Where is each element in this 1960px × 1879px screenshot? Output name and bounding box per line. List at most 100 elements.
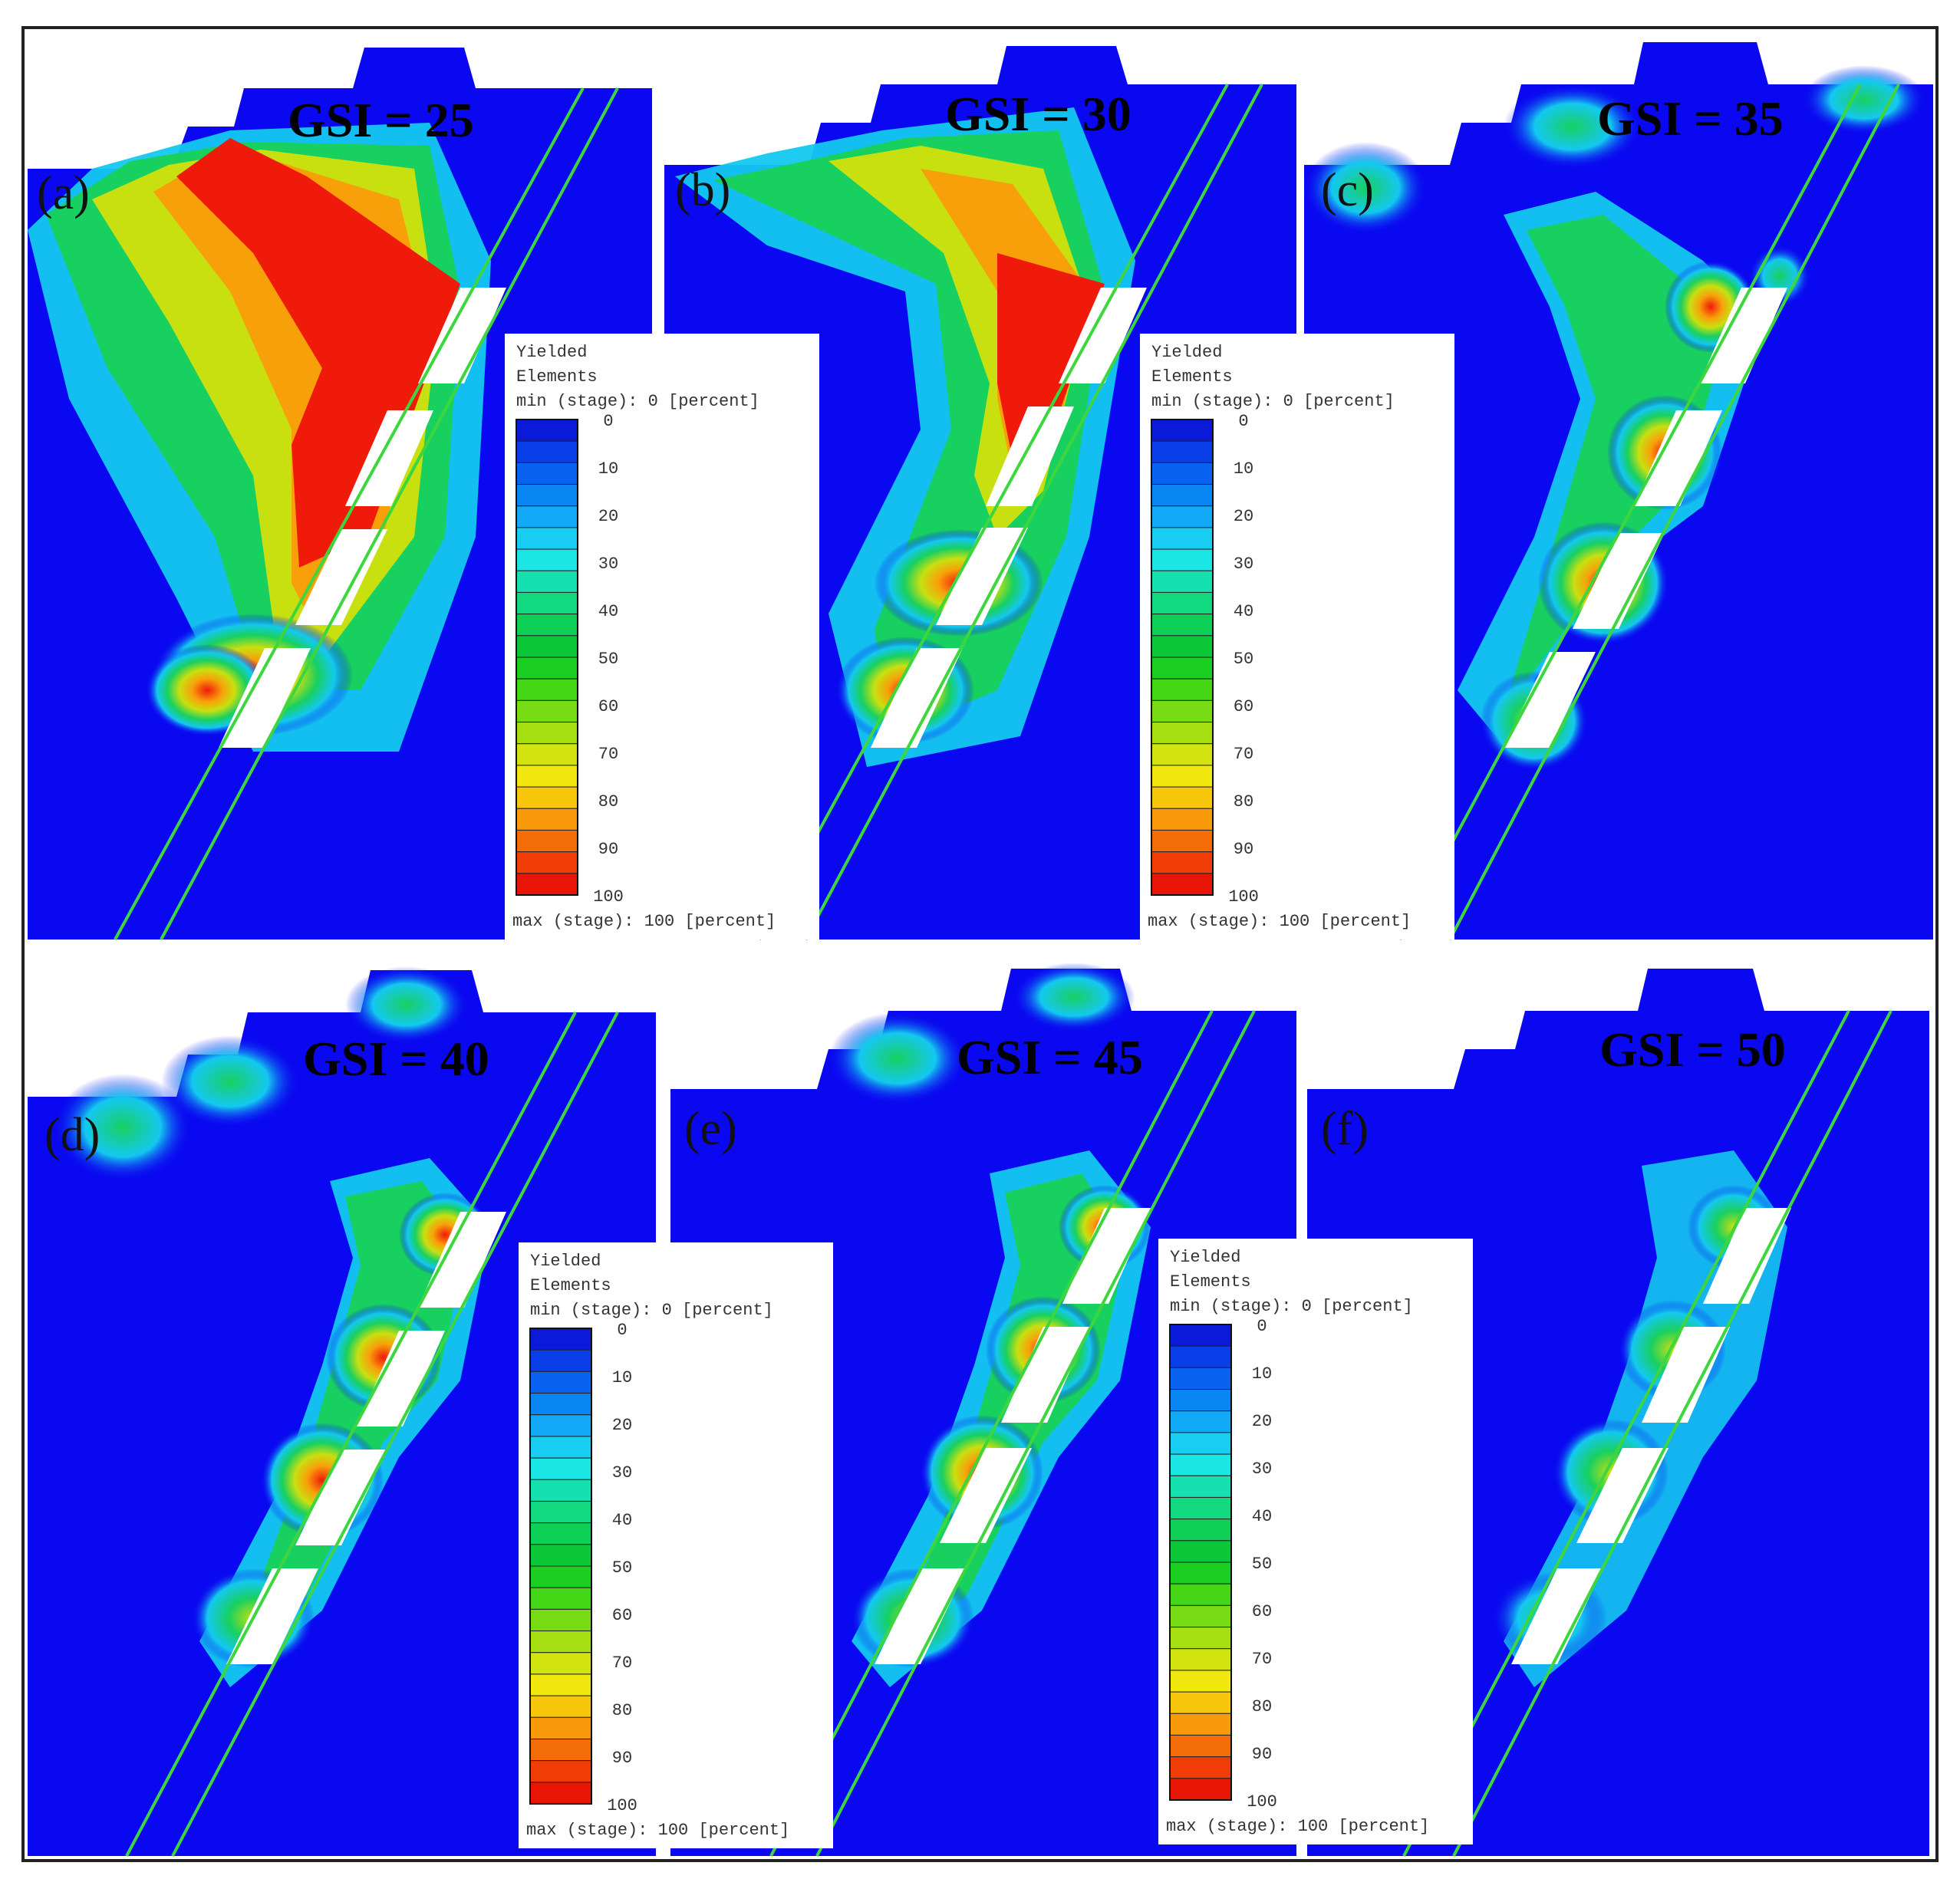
- legend-color-swatch: [529, 1782, 592, 1805]
- legend-tick-label: 50: [1234, 650, 1253, 669]
- legend-tick-label: 20: [1234, 507, 1253, 526]
- legend-color-swatch: [516, 743, 578, 766]
- legend-color-swatch: [529, 1565, 592, 1588]
- legend-tick-label: 90: [612, 1749, 632, 1768]
- legend-color-swatch: [1151, 873, 1214, 896]
- legend-color-swatch: [516, 722, 578, 745]
- legend-tick-label: 20: [598, 507, 618, 526]
- legend-tick-label: 80: [1234, 792, 1253, 811]
- legend-tick-label: 80: [1252, 1697, 1272, 1716]
- legend-color-swatch: [1169, 1627, 1232, 1650]
- legend-color-swatch: [516, 635, 578, 658]
- legend-color-swatch: [516, 440, 578, 463]
- panel-c-fault-line-right: [1448, 84, 1900, 940]
- legend-color-swatch: [1151, 462, 1214, 485]
- legend-tick-label: 30: [1252, 1459, 1272, 1479]
- legend-color-swatch: [529, 1328, 592, 1351]
- legend-title-line1: Yielded: [530, 1252, 601, 1271]
- legend-color-swatch: [529, 1631, 592, 1654]
- panel-e-label: (e): [684, 1103, 737, 1155]
- panel-a-label: (a): [37, 167, 90, 219]
- legend-max-text: max (stage): 100 [percent]: [526, 1821, 789, 1840]
- legend-color-swatch: [1151, 786, 1214, 809]
- legend-tick-label: 90: [1252, 1745, 1272, 1764]
- legend-color-bar-outline: [1151, 419, 1214, 896]
- legend-color-swatch: [1169, 1324, 1232, 1347]
- legend-color-swatch: [516, 548, 578, 571]
- legend-color-swatch: [1169, 1475, 1232, 1498]
- legend-color-swatch: [1169, 1410, 1232, 1433]
- panel-b-fault-line-right: [804, 84, 1263, 940]
- legend-color-swatch: [529, 1760, 592, 1783]
- legend-color-swatch: [1169, 1583, 1232, 1606]
- legend-color-swatch: [1151, 591, 1214, 615]
- legend-color-swatch: [1151, 548, 1214, 571]
- panel-a: (a) GSI = 25: [28, 32, 653, 941]
- legend-color-swatch: [529, 1371, 592, 1394]
- legend-color-swatch: [529, 1349, 592, 1372]
- legend-title-line1: Yielded: [1151, 343, 1222, 362]
- panel-b-title: GSI = 30: [945, 87, 1132, 141]
- legend-max-text: max (stage): 100 [percent]: [1166, 1817, 1429, 1836]
- legend-tick-label: 70: [612, 1654, 632, 1673]
- legend-tick-label: 70: [1252, 1650, 1272, 1669]
- legend-color-swatch: [1151, 635, 1214, 658]
- legend-tick-label: 40: [612, 1511, 632, 1530]
- legend-color-swatch: [1151, 656, 1214, 680]
- legend-color-swatch: [1169, 1713, 1232, 1736]
- legend-color-swatch: [1169, 1734, 1232, 1758]
- legend-color-swatch: [529, 1436, 592, 1459]
- legend-color-swatch: [529, 1608, 592, 1632]
- legend-color-swatch: [516, 527, 578, 550]
- legend-color-swatch: [516, 851, 578, 874]
- legend-tick-label: 10: [1234, 459, 1253, 479]
- panel-d-fault-line-left: [125, 1012, 577, 1857]
- panel-e-fault-line-left: [769, 1010, 1214, 1857]
- legend-tick-label: 100: [593, 887, 624, 907]
- legend-top-right: Yielded Elements min (stage): 0 [percent]0…: [1140, 334, 1454, 940]
- legend-color-swatch: [1151, 765, 1214, 788]
- legend-color-swatch: [529, 1479, 592, 1502]
- legend-color-swatch: [529, 1393, 592, 1416]
- legend-tick-label: 80: [612, 1701, 632, 1720]
- legend-bottom-left: Yielded Elements min (stage): 0 [percent]0…: [519, 1242, 833, 1848]
- legend-color-swatch: [1151, 505, 1214, 528]
- legend-color-swatch: [516, 678, 578, 701]
- legend-color-swatch: [1151, 570, 1214, 593]
- legend-color-swatch: [1151, 851, 1214, 874]
- legend-color-swatch: [529, 1716, 592, 1739]
- legend-tick-label: 40: [1252, 1507, 1272, 1526]
- legend-tick-label: 10: [598, 459, 618, 479]
- legend-color-swatch: [1169, 1670, 1232, 1693]
- legend-title-line2: Elements: [1170, 1272, 1251, 1292]
- panel-d-title: GSI = 40: [303, 1032, 489, 1086]
- legend-color-bar-outline: [1169, 1324, 1232, 1801]
- legend-color-swatch: [1169, 1778, 1232, 1801]
- panel-d-fault-line-right: [171, 1012, 619, 1857]
- legend-tick-label: 0: [1257, 1317, 1267, 1336]
- legend-tick-label: 30: [612, 1463, 632, 1482]
- legend-color-swatch: [516, 570, 578, 593]
- legend-color-swatch: [529, 1673, 592, 1696]
- legend-color-swatch: [516, 786, 578, 809]
- legend-color-swatch: [516, 765, 578, 788]
- legend-tick-label: 0: [1238, 412, 1248, 431]
- legend-tick-label: 10: [1252, 1364, 1272, 1384]
- legend-tick-label: 50: [1252, 1555, 1272, 1574]
- legend-title-line2: Elements: [1151, 367, 1233, 387]
- legend-tick-label: 70: [598, 745, 618, 764]
- panel-d-excavation-stopes: [226, 1212, 506, 1664]
- panel-c-fault-line-left: [1398, 84, 1862, 940]
- legend-color-swatch: [516, 808, 578, 831]
- panel-a-fault-line-left: [114, 87, 585, 940]
- legend-tick-label: 100: [1228, 887, 1259, 907]
- legend-color-swatch: [1169, 1519, 1232, 1542]
- panel-e-excavation-stopes: [875, 1208, 1151, 1664]
- legend-tick-label: 90: [1234, 840, 1253, 859]
- legend-color-swatch: [529, 1695, 592, 1718]
- panel-b-fault-line-left: [758, 84, 1229, 940]
- legend-color-swatch: [1151, 829, 1214, 853]
- legend-title-line2: Elements: [530, 1276, 611, 1295]
- panel-e-fault-line-right: [815, 1010, 1256, 1857]
- legend-max-text: max (stage): 100 [percent]: [512, 912, 776, 931]
